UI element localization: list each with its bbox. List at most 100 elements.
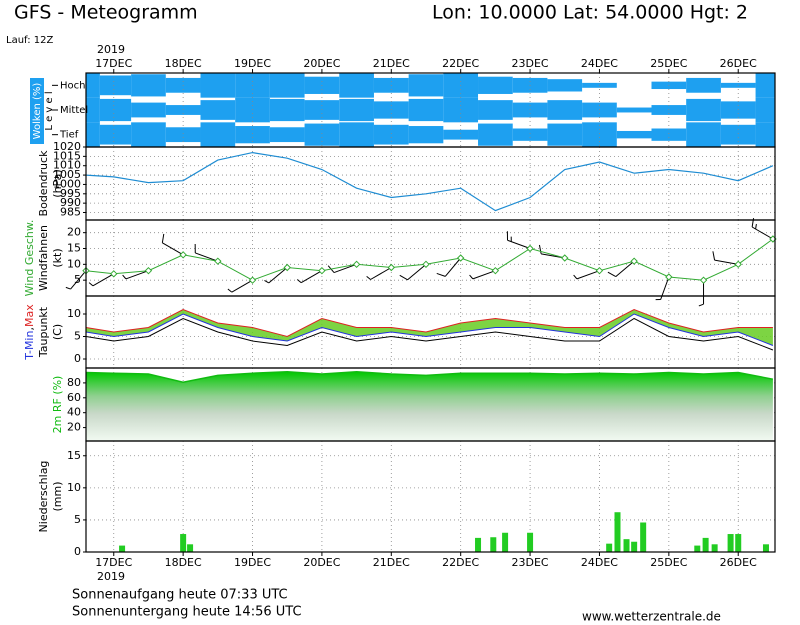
- sunrise: Sonnenaufgang heute 07:33 UTC: [72, 588, 288, 603]
- wind-barb: [122, 270, 149, 280]
- x-tick-label-bottom: 19DEC: [234, 556, 271, 569]
- x-tick-label-bottom: 26DEC: [720, 556, 757, 569]
- barb-feather: [399, 274, 408, 281]
- wind-speed-marker: [214, 257, 222, 265]
- y-axis-label: Bodendruck: [37, 150, 50, 217]
- cloud-cell: [686, 122, 721, 147]
- y-tick-label: 10: [67, 481, 81, 494]
- precip-bar: [711, 544, 718, 552]
- x-tick-label-bottom: 18DEC: [165, 556, 202, 569]
- run: Lauf: 12Z: [6, 35, 53, 46]
- cloud-cell: [304, 123, 340, 146]
- x-tick-label-top: 26DEC: [720, 57, 757, 70]
- wind-speed-marker: [179, 251, 187, 259]
- precip-bar: [187, 544, 194, 552]
- precip-bar: [119, 545, 126, 552]
- barb-feather: [755, 223, 757, 230]
- cloud-cell: [686, 77, 721, 93]
- barb-staff: [576, 270, 600, 280]
- cloud-label-box: [30, 78, 44, 144]
- y-tick-label: 5: [74, 273, 81, 286]
- barb-staff: [92, 273, 115, 287]
- cloud-cell: [339, 73, 374, 98]
- y-tick-label: 1010: [53, 159, 81, 172]
- temp-line: [85, 308, 773, 338]
- y-axis-label: (mm): [51, 481, 64, 511]
- barb-feather: [698, 303, 704, 307]
- x-tick-label-bottom: 22DEC: [442, 556, 479, 569]
- cloud-cell: [269, 73, 305, 98]
- wind-barb: [227, 279, 253, 293]
- y-tick-label: 995: [60, 187, 81, 200]
- cloud-cell: [339, 122, 374, 147]
- cloud-cell: [651, 128, 687, 141]
- wind-speed-marker: [665, 273, 673, 281]
- y-tick-label: 5: [74, 330, 81, 343]
- y-tick-label: 0: [74, 352, 81, 365]
- y-axis-label: Wind Geschw.: [23, 220, 36, 297]
- panel: Hoch Mittel Tief Wolken (%) L e v e l 17DEC 18…: [30, 57, 776, 148]
- cloud-cell: [200, 100, 236, 120]
- precip-bar: [614, 512, 621, 552]
- cloud-cell: [512, 128, 548, 141]
- barb-feather: [573, 274, 578, 280]
- precip-bar: [606, 543, 613, 552]
- barb-staff: [472, 270, 496, 280]
- barb-staff: [444, 257, 462, 277]
- wind-barb: [366, 267, 392, 280]
- x-tick-label-top: 22DEC: [442, 57, 479, 70]
- sunset: Sonnenuntergang heute 14:56 UTC: [72, 605, 302, 620]
- y-tick-label: 15: [67, 242, 81, 255]
- wind-speed-marker: [699, 276, 708, 284]
- wind-speed-marker: [110, 270, 118, 278]
- x-tick-label-top: 18DEC: [165, 57, 202, 70]
- x-tick-label-top: 24DEC: [581, 57, 618, 70]
- wind-speed-marker: [456, 254, 465, 262]
- precip-bar: [180, 534, 187, 552]
- humidity-area: [86, 371, 773, 441]
- barb-staff: [615, 260, 635, 277]
- precip-bar: [694, 545, 701, 552]
- cloud-level-label: Hoch: [60, 80, 85, 91]
- url: www.wetterzentrale.de: [582, 610, 721, 624]
- wind-barb: [194, 243, 219, 262]
- y-tick-label: 1000: [53, 177, 81, 190]
- cloud-level-label: Tief: [59, 130, 79, 141]
- title: GFS - Meteogramm: [14, 2, 198, 24]
- precip-bar: [762, 544, 769, 552]
- barb-feather: [607, 271, 617, 278]
- y-tick-label: 0: [74, 545, 81, 558]
- barb-staff: [407, 263, 427, 281]
- cloud-cell: [755, 122, 775, 147]
- cloud-cell: [478, 123, 513, 146]
- barb-feather: [161, 233, 165, 243]
- cloud-cell: [165, 127, 201, 143]
- barb-feather: [712, 251, 716, 261]
- x-tick-label-top: 19DEC: [234, 57, 271, 70]
- barb-feather: [122, 274, 127, 280]
- wind-barb: [436, 257, 462, 277]
- cloud-cell: [478, 100, 513, 120]
- year-top: 2019: [97, 43, 125, 56]
- panel: 0 5 10 T-Min,Max Taupunkt (C): [23, 295, 776, 369]
- precip-bar: [702, 537, 709, 552]
- year-bottom: 2019: [97, 570, 125, 583]
- panel-frame: [85, 146, 776, 221]
- cloud-cell: [269, 127, 305, 143]
- barb-staff: [162, 242, 184, 256]
- temp-line: [85, 317, 774, 351]
- precip-bar: [735, 534, 742, 552]
- temp-line: [85, 313, 774, 346]
- cloud-cell: [616, 130, 652, 139]
- y-tick-label: 5: [74, 513, 81, 526]
- barb-staff: [300, 270, 323, 284]
- wind-barb: [712, 251, 739, 265]
- wind-barb: [399, 263, 427, 281]
- y-tick-label: 990: [60, 196, 81, 209]
- barb-staff: [714, 259, 739, 265]
- wind-speed-marker: [422, 260, 430, 269]
- y-tick-label: 1015: [53, 149, 81, 162]
- x-tick-label-bottom: 17DEC: [95, 556, 132, 569]
- wind-speed-marker: [352, 260, 361, 269]
- wind-barb: [264, 267, 288, 284]
